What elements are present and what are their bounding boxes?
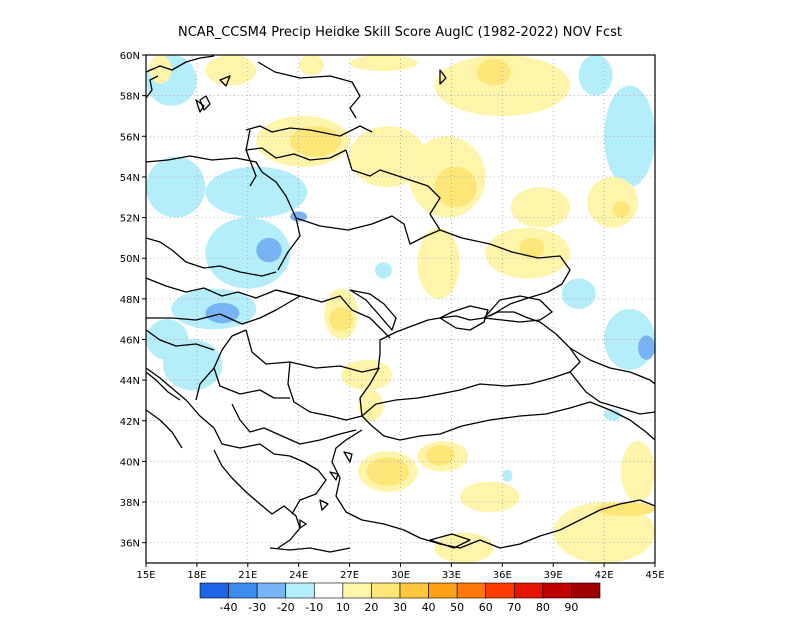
lat-tick-label: 60N (120, 51, 140, 62)
skill-region-20 (256, 237, 282, 263)
skill-region-7 (578, 55, 613, 96)
skill-region-21 (290, 211, 308, 222)
colorbar-label: 30 (393, 601, 407, 614)
lat-tick-label: 58N (120, 92, 140, 103)
skill-region-31 (375, 262, 393, 279)
colorbar-swatch (428, 582, 458, 599)
lon-tick-label: 21E (238, 570, 257, 581)
colorbar-swatch (485, 582, 515, 599)
colorbar-label: 80 (536, 601, 550, 614)
map-title: NCAR_CCSM4 Precip Heidke Skill Score Aug… (178, 25, 622, 40)
skill-region-5 (434, 55, 571, 116)
skill-region-18 (205, 166, 308, 218)
skill-region-6 (476, 59, 511, 86)
colorbar-label: -20 (277, 601, 295, 614)
skill-region-15 (587, 176, 639, 228)
lon-tick-label: 27E (340, 570, 359, 581)
colorbar-swatch (342, 582, 372, 599)
colorbar-label: -40 (220, 601, 238, 614)
colorbar-swatch (513, 582, 544, 599)
colorbar-label: 40 (422, 601, 436, 614)
latitude-tick-labels: 36N 38N 40N 42N 44N 46N 48N 50N 52N 54N 56N 58N 60N (120, 51, 146, 550)
lon-tick-label: 45E (645, 570, 664, 581)
lon-tick-label: 39E (544, 570, 563, 581)
skill-region-3 (298, 55, 325, 76)
skill-region-27 (329, 306, 353, 332)
skill-region-28 (417, 227, 460, 299)
skill-region-17 (146, 156, 206, 218)
skill-region-42 (434, 532, 494, 563)
lon-tick-label: 42E (595, 570, 614, 581)
longitude-tick-labels: 15E 18E 21E 24E 27E 30E 33E 36E 39E 42E 45E (136, 563, 665, 581)
colorbar-swatch (256, 582, 287, 599)
colorbar-swatch (371, 582, 401, 599)
colorbar-label: 60 (479, 601, 493, 614)
colorbar-swatch (285, 582, 315, 599)
skill-region-38 (366, 457, 409, 486)
colorbar-swatch (571, 582, 601, 599)
colorbar-label: 50 (450, 601, 464, 614)
colorbar-label: 20 (364, 601, 378, 614)
colorbar-swatch (313, 582, 344, 599)
lat-tick-label: 48N (120, 295, 140, 306)
lon-tick-label: 36E (493, 570, 512, 581)
skill-region-30 (519, 237, 545, 259)
skill-region-19 (205, 217, 291, 289)
coastlines-and-borders (146, 55, 655, 553)
skill-region-40 (425, 445, 455, 466)
skill-region-45 (621, 441, 655, 503)
skill-region-13 (434, 166, 477, 208)
colorbar-label: 10 (336, 601, 350, 614)
lon-tick-label: 24E (289, 570, 308, 581)
lat-tick-label: 42N (120, 417, 140, 428)
skill-region-4 (349, 55, 418, 72)
skill-region-47 (502, 469, 513, 482)
colorbar-label: -10 (305, 601, 323, 614)
skill-region-43 (553, 502, 655, 563)
colorbar-label: 90 (564, 601, 578, 614)
skill-region-23 (205, 302, 240, 324)
skill-region-25 (162, 339, 223, 391)
lon-tick-label: 30E (391, 570, 410, 581)
colorbar-swatch (456, 582, 487, 599)
colorbar-swatch (399, 582, 429, 599)
colorbar-swatch (199, 582, 229, 599)
skill-region-34 (638, 335, 655, 360)
skill-region-41 (459, 481, 520, 513)
skill-region-46 (604, 408, 622, 421)
skill-region-11 (349, 126, 426, 188)
colorbar: -40 -30 -20 -10 10 20 30 40 50 60 70 80 90 (199, 582, 601, 614)
colorbar-label: -30 (248, 601, 266, 614)
lat-tick-label: 54N (120, 173, 140, 184)
lat-tick-label: 56N (120, 132, 140, 143)
skill-region-14 (510, 187, 571, 228)
lat-tick-label: 44N (120, 376, 140, 387)
colorbar-swatch (542, 582, 572, 599)
colorbar-label: 70 (507, 601, 521, 614)
lat-tick-label: 46N (120, 335, 140, 346)
lon-tick-label: 15E (136, 570, 155, 581)
skill-region-1 (149, 55, 172, 84)
skill-region-32 (561, 278, 596, 310)
lat-tick-label: 38N (120, 498, 140, 509)
lat-tick-label: 52N (120, 214, 140, 225)
colorbar-swatch (228, 582, 258, 599)
lon-tick-label: 18E (187, 570, 206, 581)
skill-region-16 (612, 201, 630, 218)
lat-tick-label: 40N (120, 457, 140, 468)
skill-region-44 (595, 502, 655, 517)
lon-tick-label: 33E (442, 570, 461, 581)
skill-region-2 (205, 55, 257, 86)
skill-region-35 (341, 359, 393, 391)
skill-region-8 (604, 85, 655, 188)
lat-tick-label: 36N (120, 539, 140, 550)
lat-tick-label: 50N (120, 254, 140, 265)
